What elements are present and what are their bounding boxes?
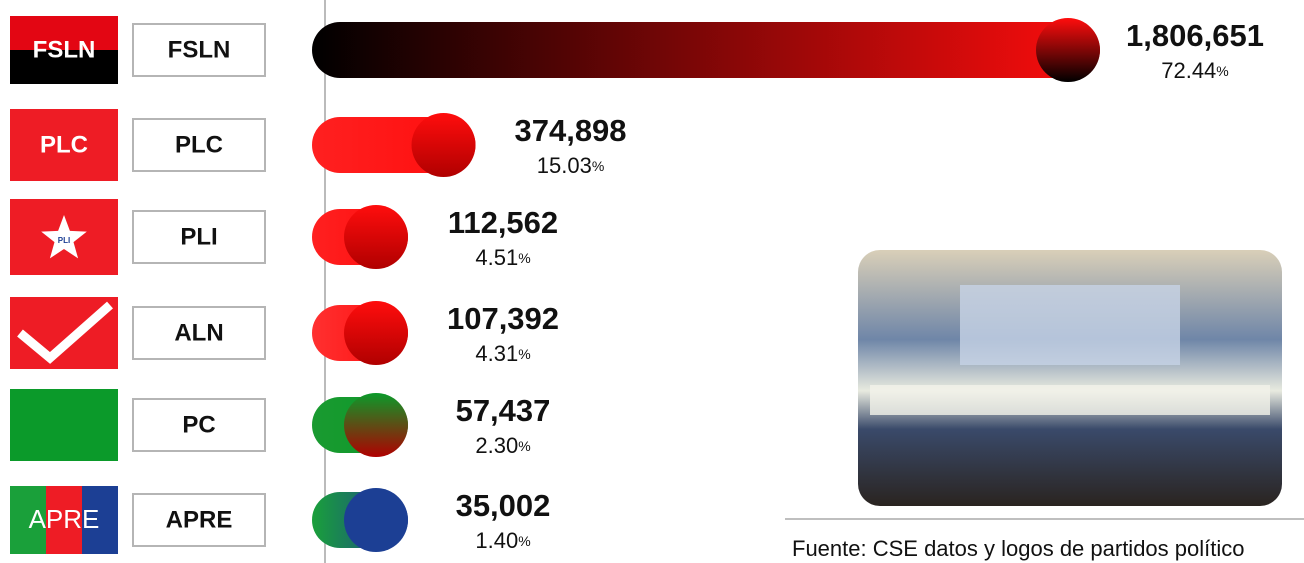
logo xyxy=(10,16,118,50)
percent-unit: % xyxy=(1216,63,1228,79)
value-label: 107,392 xyxy=(447,301,559,336)
percent-value: 2.30 xyxy=(475,433,518,458)
value-label: 374,898 xyxy=(514,113,626,148)
name-box xyxy=(132,398,266,452)
category-label: APRE xyxy=(166,506,233,533)
percent-unit: % xyxy=(592,158,604,174)
bar-cap xyxy=(344,393,408,457)
name-box xyxy=(132,493,266,547)
bar-cap xyxy=(1036,18,1100,82)
logo xyxy=(82,486,118,554)
logo xyxy=(46,486,82,554)
logo xyxy=(10,50,118,84)
percent-value: 4.51 xyxy=(475,245,518,270)
logo xyxy=(10,486,46,554)
percent-label: 15.03% xyxy=(537,153,605,178)
bar-cap xyxy=(344,205,408,269)
percent-value: 1.40 xyxy=(475,528,518,553)
photo xyxy=(858,250,1282,506)
source: Fuente: CSE datos y logos de partidos po… xyxy=(792,536,1244,561)
category-label: FSLN xyxy=(168,36,231,63)
name-box xyxy=(132,23,266,77)
percent-value: 4.31 xyxy=(475,341,518,366)
logo-label: PLC xyxy=(40,131,88,158)
percent-label: 4.51% xyxy=(475,245,530,270)
bar-cap xyxy=(411,113,476,177)
percent-value: 72.44 xyxy=(1161,58,1216,83)
logo-label: APRE xyxy=(29,504,100,534)
value-label: 1,806,651 xyxy=(1126,18,1264,53)
logo-label: FSLN xyxy=(33,36,96,63)
percent-label: 72.44% xyxy=(1161,58,1229,83)
logo-star xyxy=(41,215,87,259)
category-label: ALN xyxy=(174,319,223,346)
logo-check xyxy=(17,301,113,364)
percent-label: 4.31% xyxy=(475,341,530,366)
bar-cap xyxy=(344,488,408,552)
logo xyxy=(10,109,118,181)
percent-value: 15.03 xyxy=(537,153,592,178)
logo xyxy=(10,389,118,461)
percent-label: 1.40% xyxy=(475,528,530,553)
name-box xyxy=(132,118,266,172)
value-label: 112,562 xyxy=(448,205,558,240)
percent-label: 2.30% xyxy=(475,433,530,458)
value-label: 35,002 xyxy=(456,488,551,523)
logo-label: PLI xyxy=(58,236,70,245)
percent-unit: % xyxy=(518,438,530,454)
percent-unit: % xyxy=(518,346,530,362)
category-label: PLC xyxy=(175,131,223,158)
category-label: PLI xyxy=(180,223,217,250)
bar-cap xyxy=(344,301,408,365)
name-box xyxy=(132,210,266,264)
percent-unit: % xyxy=(518,250,530,266)
name-box xyxy=(132,306,266,360)
bar xyxy=(312,22,1100,78)
value-label: 57,437 xyxy=(456,393,551,428)
percent-unit: % xyxy=(518,533,530,549)
category-label: PC xyxy=(182,411,215,438)
